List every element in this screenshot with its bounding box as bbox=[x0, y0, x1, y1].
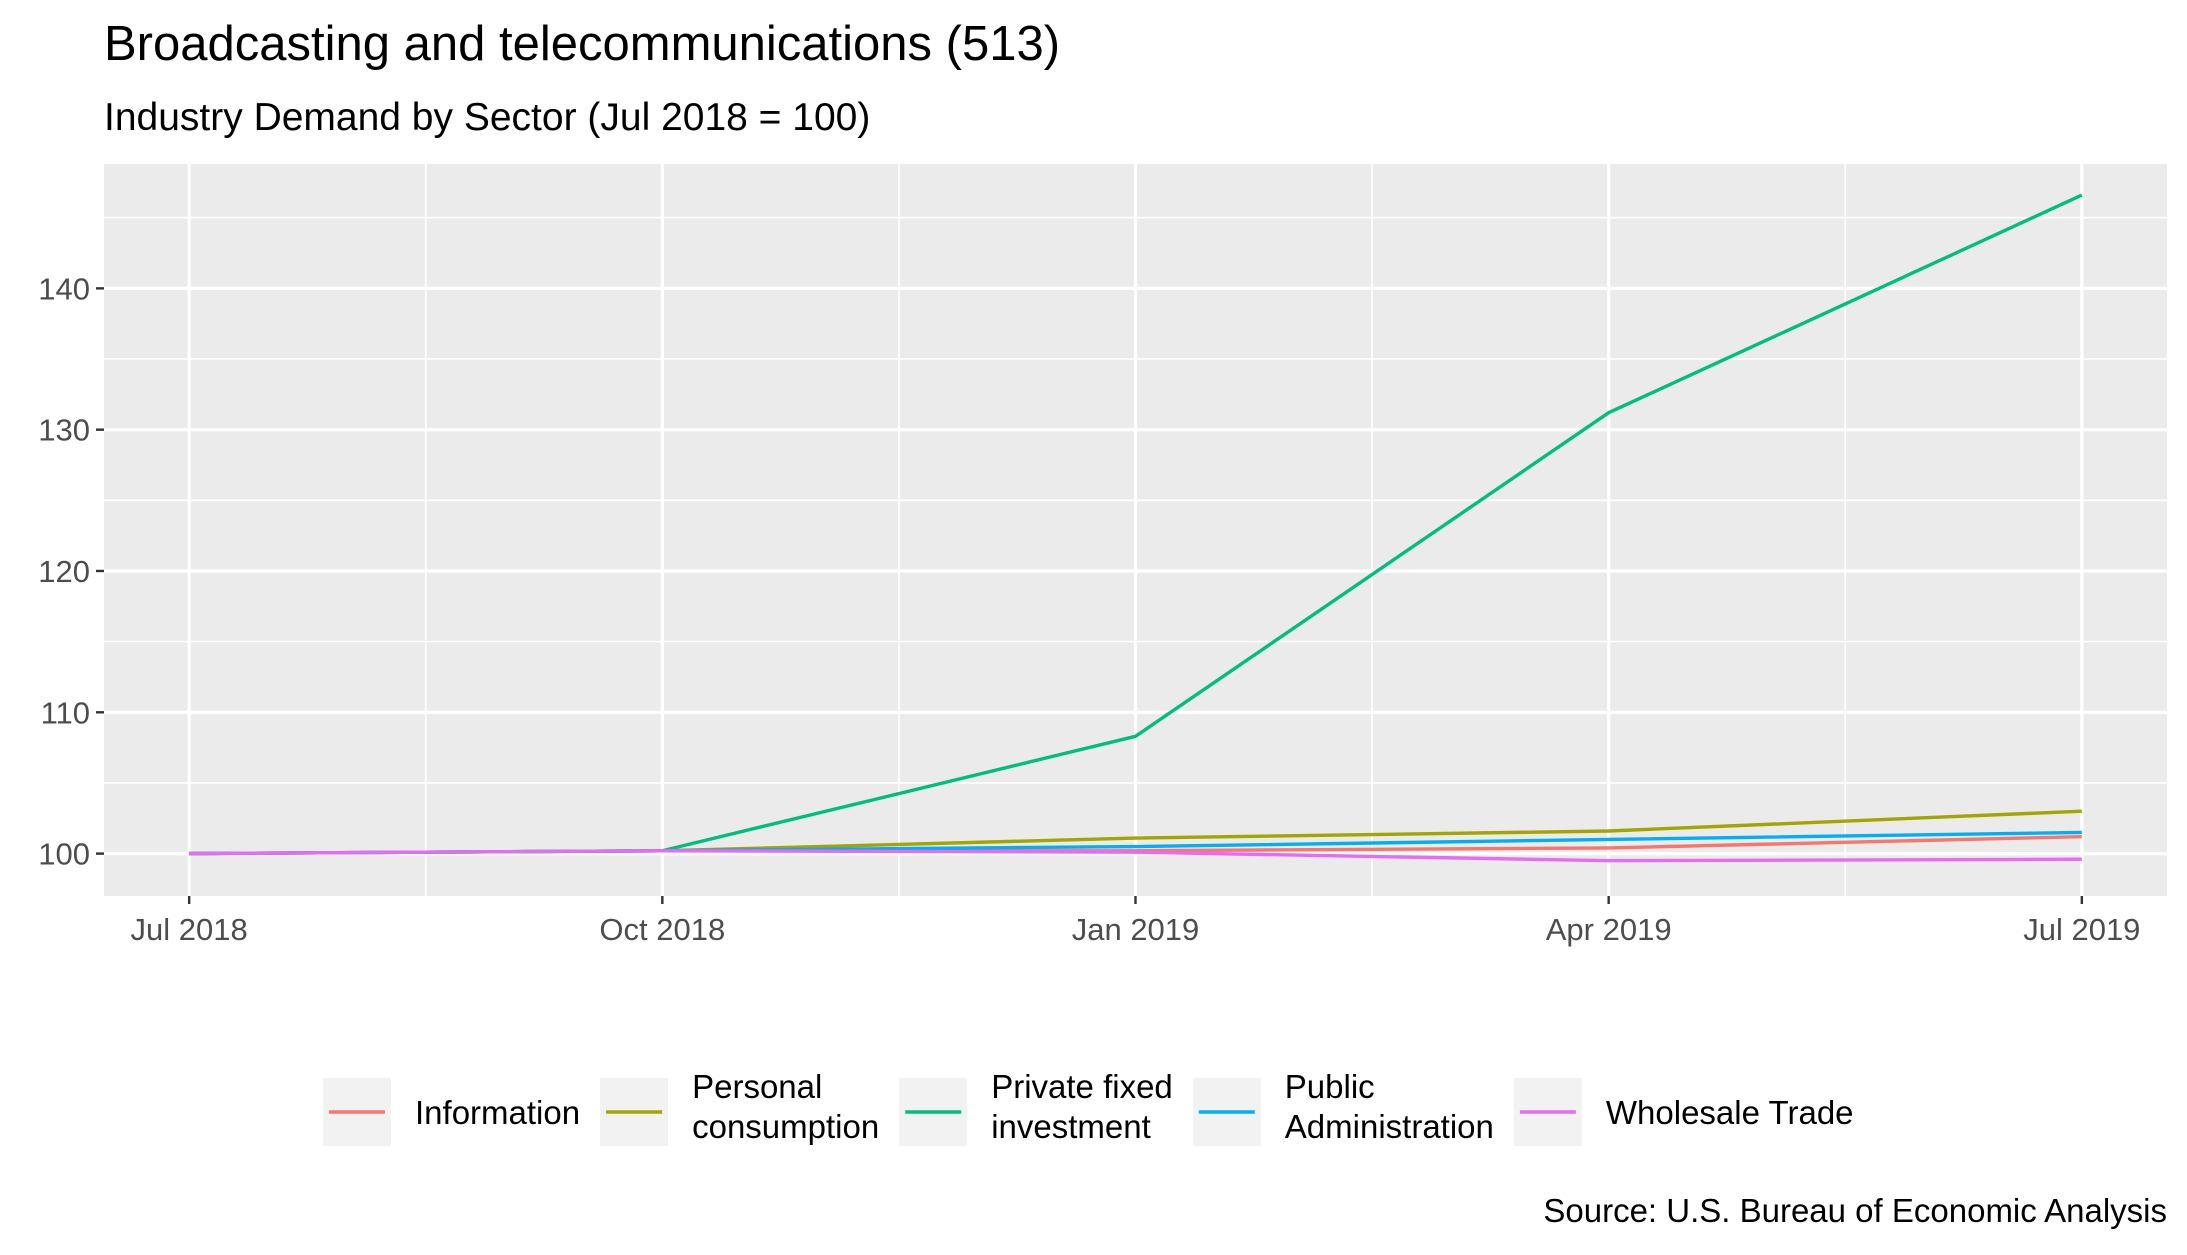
y-tick-label: 140 bbox=[38, 271, 90, 306]
y-axis: 100 110 120 130 140 bbox=[38, 271, 104, 872]
series-line-wholesale-trade bbox=[189, 849, 2082, 863]
legend-label: investment bbox=[991, 1108, 1151, 1145]
x-tick-label: Jul 2019 bbox=[2023, 912, 2140, 947]
x-tick-label: Jul 2018 bbox=[131, 912, 248, 947]
x-tick-label: Jan 2019 bbox=[1072, 912, 1200, 947]
x-axis: Jul 2018 Oct 2018 Jan 2019 Apr 2019 Jul 2019 bbox=[131, 896, 2140, 947]
y-tick-label: 110 bbox=[41, 695, 90, 730]
legend-label: Private fixed bbox=[991, 1068, 1173, 1105]
y-tick-label: 120 bbox=[38, 554, 90, 589]
legend-item-wholesale-trade: Wholesale Trade bbox=[1513, 1078, 1854, 1146]
chart-subtitle: Industry Demand by Sector (Jul 2018 = 10… bbox=[104, 96, 870, 139]
legend-label: Wholesale Trade bbox=[1606, 1094, 1854, 1131]
chart-caption: Source: U.S. Bureau of Economic Analysis bbox=[1543, 1192, 2167, 1229]
x-tick-label: Apr 2019 bbox=[1546, 912, 1672, 947]
legend-label: Public bbox=[1285, 1068, 1375, 1105]
chart-title: Broadcasting and telecommunications (513… bbox=[104, 17, 1060, 71]
legend-label: consumption bbox=[692, 1108, 879, 1145]
y-tick-label: 100 bbox=[38, 837, 90, 872]
legend-label: Information bbox=[415, 1094, 580, 1131]
y-tick-label: 130 bbox=[38, 413, 90, 448]
legend-label: Administration bbox=[1285, 1108, 1494, 1145]
series-lines bbox=[189, 193, 2083, 863]
legend-item-information: Information bbox=[323, 1078, 580, 1146]
x-tick-label: Oct 2018 bbox=[599, 912, 725, 947]
legend-label: Personal bbox=[692, 1068, 822, 1105]
